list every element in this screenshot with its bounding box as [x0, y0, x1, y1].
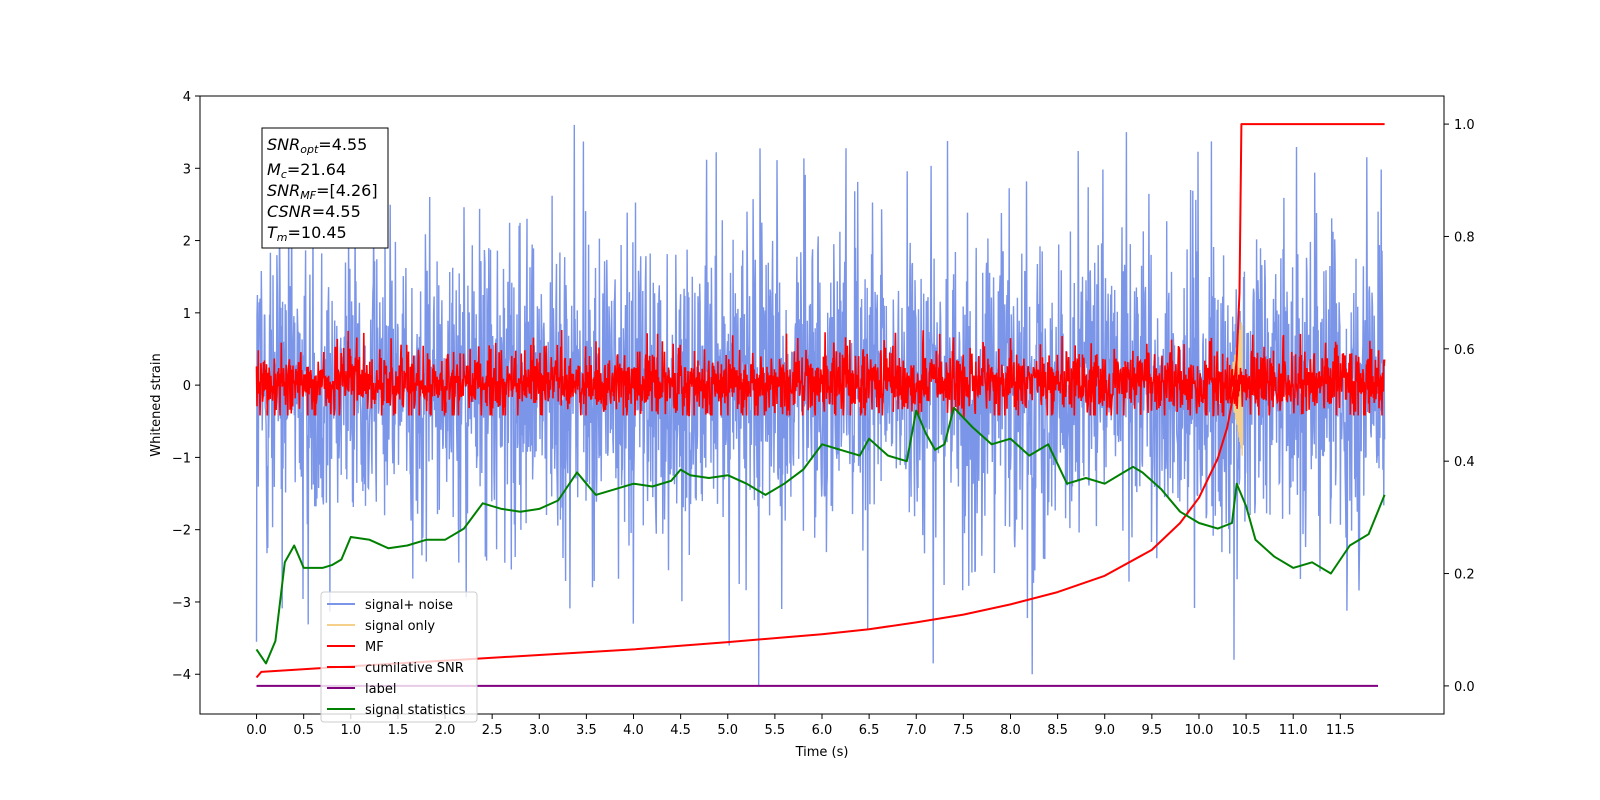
- y-tick-label: −1: [172, 451, 191, 466]
- y2-tick-label: 1.0: [1454, 118, 1475, 133]
- y2-tick-label: 0.8: [1454, 230, 1475, 245]
- x-tick-label: 3.0: [529, 723, 550, 738]
- x-tick-label: 4.5: [670, 723, 691, 738]
- y2-tick-label: 0.6: [1454, 343, 1475, 358]
- y-tick-label: 2: [183, 235, 191, 250]
- y-tick-label: 3: [183, 162, 191, 177]
- y2-tick-label: 0.4: [1454, 455, 1475, 470]
- x-tick-label: 4.0: [623, 723, 644, 738]
- legend-label: MF: [365, 640, 384, 655]
- x-tick-label: 9.0: [1094, 723, 1115, 738]
- y-tick-label: −4: [172, 668, 191, 683]
- x-tick-label: 1.5: [388, 723, 409, 738]
- x-tick-label: 3.5: [576, 723, 597, 738]
- series-line-5: [255, 406, 1386, 665]
- x-tick-label: 10.0: [1184, 723, 1213, 738]
- legend-frame: [320, 591, 478, 723]
- y-tick-label: −3: [172, 596, 191, 611]
- x-tick-label: 6.5: [859, 723, 880, 738]
- info-box: SNRopt=4.55 Mc=21.64 SNRMF=[4.26] CSNR=4…: [261, 127, 389, 249]
- legend-label: label: [365, 682, 396, 697]
- x-tick-label: 11.5: [1326, 723, 1355, 738]
- x-tick-label: 7.0: [906, 723, 927, 738]
- legend: signal+ noise signal only MF cumilative SNR…: [320, 591, 478, 723]
- x-tick-label: 2.5: [482, 723, 503, 738]
- legend-label: signal+ noise: [365, 598, 453, 613]
- x-tick-label: 10.5: [1232, 723, 1261, 738]
- x-axis-label: Time (s): [795, 745, 849, 760]
- info-snr-opt: SNRopt=4.55: [267, 135, 367, 156]
- info-csnr: CSNR=4.55: [267, 202, 361, 221]
- x-tick-label: 9.5: [1142, 723, 1163, 738]
- y-axis-label: Whitened strain: [149, 353, 164, 456]
- info-tm: Tm=10.45: [267, 223, 347, 244]
- legend-label: signal statistics: [365, 703, 466, 718]
- legend-label: cumilative SNR: [365, 661, 464, 676]
- x-tick-label: 8.0: [1000, 723, 1021, 738]
- series-line-2: [255, 329, 1386, 419]
- y2-tick-label: 0.0: [1454, 680, 1475, 695]
- info-box-frame: [261, 127, 389, 249]
- x-tick-label: 11.0: [1279, 723, 1308, 738]
- legend-entries: signal+ noise signal only MF cumilative SNR…: [327, 598, 466, 718]
- series-line-3: [255, 123, 1385, 679]
- x-tick-label: 2.0: [435, 723, 456, 738]
- series-line-0: [255, 124, 1386, 686]
- x-tick-label: 0.5: [293, 723, 314, 738]
- y2-tick-label: 0.2: [1454, 568, 1475, 583]
- y-tick-label: 1: [183, 307, 191, 322]
- y-tick-label: −2: [172, 524, 191, 539]
- axes-layer: 0.0 0.5 1.0 1.5 2.0 2.5 3.0 3.5 4.0 4.5 5.0 5.5 6.0 6…: [172, 90, 1475, 738]
- x-tick-label: 0.0: [246, 723, 267, 738]
- x-tick-label: 7.5: [953, 723, 974, 738]
- info-snr-mf: SNRMF=[4.26]: [267, 181, 378, 202]
- x-tick-label: 8.5: [1047, 723, 1068, 738]
- series-layer: [255, 123, 1386, 687]
- x-tick-label: 5.5: [765, 723, 786, 738]
- info-mc: Mc=21.64: [267, 160, 346, 181]
- y-tick-label: 4: [183, 90, 191, 105]
- legend-label: signal only: [365, 619, 435, 634]
- x-tick-label: 5.0: [717, 723, 738, 738]
- x-tick-label: 1.0: [340, 723, 361, 738]
- x-tick-label: 6.0: [812, 723, 833, 738]
- y-tick-label: 0: [183, 379, 191, 394]
